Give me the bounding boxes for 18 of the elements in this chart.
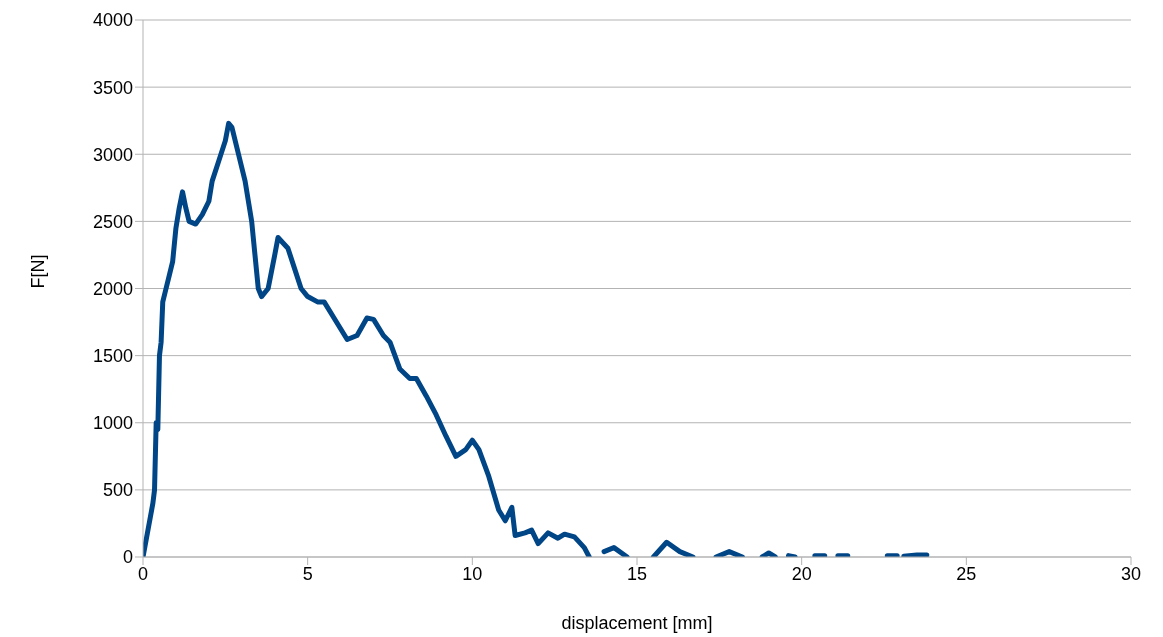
- x-tick-label: 5: [302, 563, 313, 584]
- x-tick-label: 25: [956, 563, 977, 584]
- y-tick-label: 3500: [92, 77, 133, 98]
- y-tick-label: 4000: [92, 10, 133, 31]
- y-tick-label: 3000: [92, 144, 133, 165]
- x-tick-label: 30: [1120, 563, 1142, 584]
- y-tick-label: 2500: [92, 211, 133, 232]
- y-tick-label: 2000: [92, 278, 133, 299]
- y-axis-title: F[N]: [28, 254, 49, 289]
- y-tick-label: 0: [122, 547, 133, 568]
- x-tick-label: 0: [137, 563, 149, 584]
- x-axis-title: displacement [mm]: [561, 613, 713, 633]
- y-tick-label: 1000: [92, 413, 133, 434]
- y-tick-label: 500: [102, 480, 133, 501]
- x-tick-label: 20: [791, 563, 812, 584]
- y-tick-label: 1500: [92, 346, 133, 367]
- x-tick-label: 10: [462, 563, 483, 584]
- x-tick-label: 15: [626, 563, 648, 584]
